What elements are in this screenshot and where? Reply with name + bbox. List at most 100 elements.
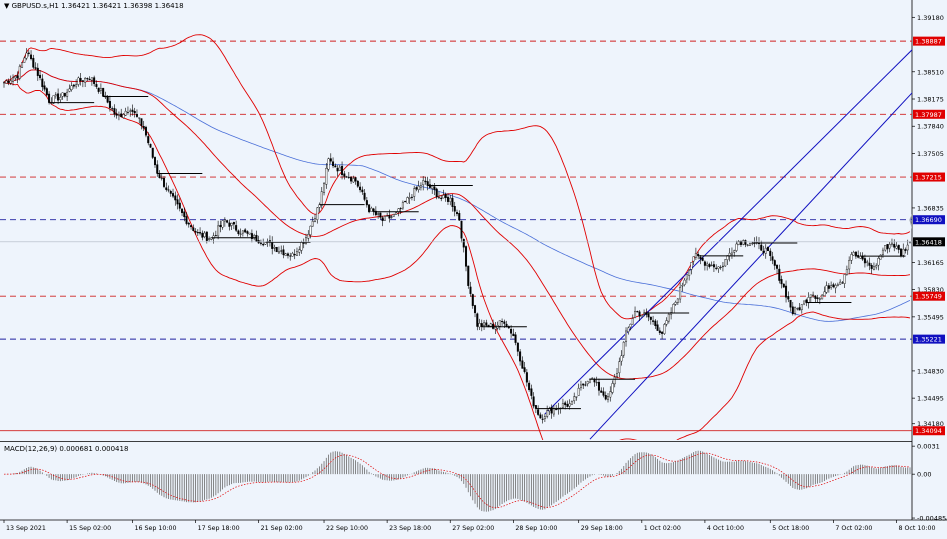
candle-body [57,93,60,101]
candle-body [773,260,776,266]
candle-body [552,408,555,415]
candle-body [336,167,339,172]
candle-body [785,285,788,298]
y-tick-label: 1.36835 [917,204,944,212]
candle-body [368,204,371,213]
candle-body [483,322,486,327]
candle-body [117,114,120,116]
x-tick-label: 7 Oct 02:00 [835,525,872,532]
y-tick-label: 1.38510 [917,68,944,76]
x-tick-label: 15 Sep 02:00 [69,525,111,532]
chart-header: ▼ GBPUSD.s,H1 1.36421 1.36421 1.36398 1.… [4,2,184,10]
candle-body [501,321,504,323]
candle-body [884,245,887,251]
candle-body [25,52,28,59]
candle-body [316,207,319,220]
candle-body [573,396,576,402]
candle-body [469,286,472,294]
candle-body [95,84,98,87]
candle-body [570,401,573,405]
candle-body [341,166,344,176]
triangle-down-icon[interactable]: ▼ [4,2,10,10]
candle-body [665,320,668,325]
level-tag [913,109,945,119]
candle-body [478,323,481,328]
candle-body [196,232,199,234]
macd-y-tick-label: 0.00 [917,471,931,479]
candle-body [248,232,251,235]
candle-body [106,95,109,103]
candle-body [84,78,87,83]
candle-body [746,244,749,246]
candle-body [834,285,837,289]
x-tick-label: 5 Oct 18:00 [772,525,809,532]
candle-body [516,342,519,352]
candle-body [419,185,422,188]
candle-body [365,200,368,206]
candle-body [413,188,416,197]
candle-body [135,113,138,117]
candle-body [721,265,724,268]
candle-body [597,381,600,391]
candle-body [791,306,794,315]
candle-body [88,78,91,80]
candle-body [111,108,114,110]
candle-body [273,247,276,249]
candle-body [219,224,222,228]
candle-body [361,189,364,193]
candle-body [271,241,274,249]
candle-body [217,225,220,237]
candle-body [52,95,55,104]
candle-body [528,382,531,391]
candle-body [14,76,17,79]
candle-body [613,376,616,385]
candle-body [881,249,884,255]
candle-body [748,243,751,246]
candle-body [870,265,873,269]
x-tick-label: 21 Sep 02:00 [261,525,303,532]
candle-body [203,232,206,237]
y-tick-label: 1.35495 [917,313,944,321]
candle-body [300,241,303,251]
candle-body [12,77,15,82]
candle-body [115,113,118,116]
x-tick-label: 13 Sep 2021 [6,525,46,532]
candle-body [183,211,186,218]
candle-body [39,74,42,79]
candle-body [465,246,468,267]
candle-body [782,283,785,288]
candle-body [59,97,62,101]
candle-body [223,219,226,222]
channel-line1 [544,49,912,415]
candle-body [122,114,125,118]
candle-body [658,330,661,333]
candle-body [45,88,48,96]
y-tick-label: 1.36165 [917,259,944,267]
candle-body [625,330,628,342]
candle-body [199,232,202,234]
candle-body [181,208,184,213]
candle-body [138,117,141,119]
candle-body [474,305,477,314]
candle-body [7,80,10,83]
price-plot-area [3,34,912,440]
candle-body [392,214,395,217]
candle-body [586,381,589,385]
candle-body [703,261,706,266]
candle-body [868,262,871,266]
candle-body [796,308,799,310]
candle-body [350,177,353,182]
candle-body [383,215,386,221]
candle-body [374,210,377,216]
candle-body [221,220,224,228]
candle-body [843,274,846,284]
candle-body [327,158,330,170]
level-tag-label: 1.38887 [915,38,942,46]
candle-body [694,253,697,258]
candle-body [192,227,195,231]
candle-body [854,251,857,257]
candle-body [620,355,623,362]
candle-body [661,331,664,334]
candle-body [893,243,896,248]
